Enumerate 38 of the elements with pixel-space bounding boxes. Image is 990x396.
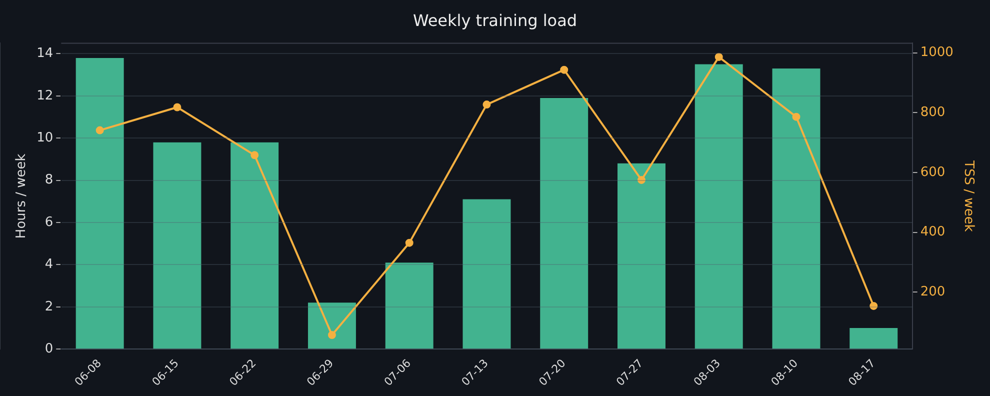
y2-axis-title: TSS / week: [960, 160, 976, 232]
y-tick-label: 0: [44, 341, 54, 356]
y-tick-label: 8: [44, 172, 54, 188]
bar: [850, 328, 898, 349]
y-tick-label: 14: [36, 46, 54, 62]
point: [870, 302, 878, 310]
bar: [308, 302, 356, 349]
point: [328, 331, 336, 339]
bar: [462, 199, 511, 349]
chart-title: Weekly training load: [412, 10, 578, 30]
y2-tick-label: 600: [920, 164, 946, 180]
bar: [230, 142, 279, 349]
point: [637, 176, 646, 184]
y-tick-label: 10: [36, 130, 54, 146]
bar: [76, 58, 124, 349]
y2-tick-label: 200: [920, 284, 946, 300]
bar: [772, 68, 820, 349]
y-tick-label: 2: [44, 299, 54, 314]
y-tick-label: 6: [44, 214, 54, 230]
bar: [153, 142, 202, 349]
point: [560, 66, 568, 74]
bar: [540, 98, 588, 349]
point: [792, 112, 800, 121]
y-axis-title: Hours / week: [14, 153, 30, 239]
point: [482, 100, 491, 109]
y-tick-label: 12: [36, 88, 54, 104]
y2-tick-label: 1000: [920, 45, 954, 60]
point: [405, 238, 414, 247]
y2-tick-label: 800: [920, 105, 946, 120]
point: [250, 151, 259, 160]
bar: [694, 64, 743, 349]
bar: [618, 163, 666, 349]
y-tick-label: 4: [44, 257, 54, 272]
point: [173, 103, 182, 112]
y2-tick-label: 400: [920, 224, 946, 240]
bar: [385, 262, 434, 349]
point: [96, 126, 104, 134]
point: [714, 52, 723, 61]
